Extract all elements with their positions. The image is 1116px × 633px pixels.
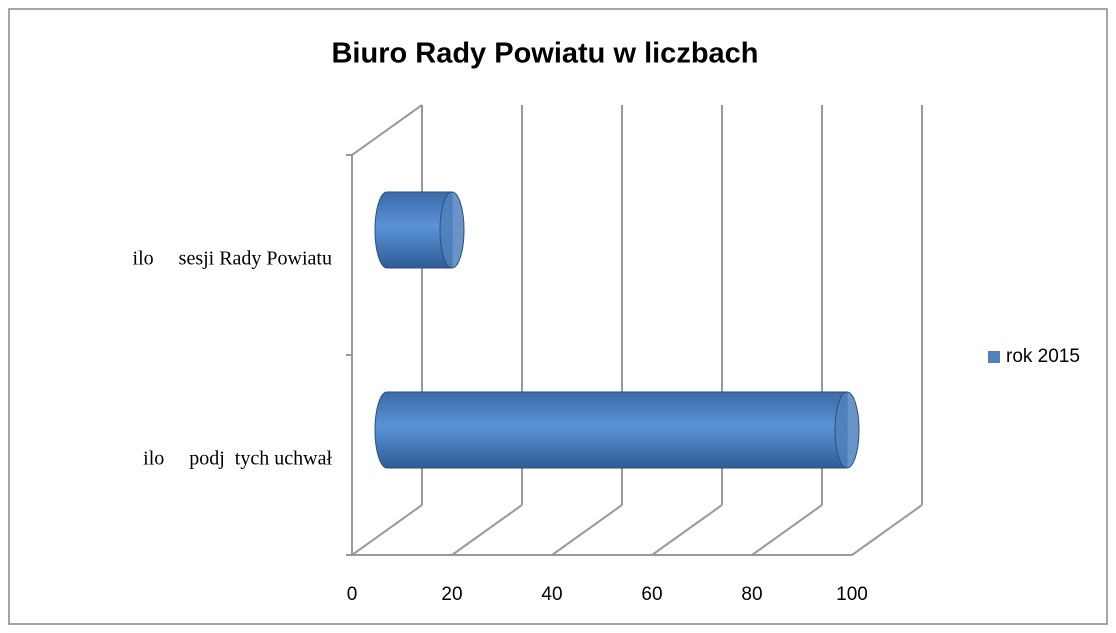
bar	[374, 391, 848, 469]
x-tick-label: 60	[641, 584, 662, 605]
bar	[374, 191, 453, 269]
x-tick-label: 20	[441, 584, 462, 605]
grid-line	[351, 504, 423, 556]
grid-line	[551, 504, 623, 556]
x-tick-label: 80	[741, 584, 762, 605]
legend-label: rok 2015	[1006, 346, 1080, 367]
y-tick-label: ilo sesji Rady Powiatu	[133, 248, 332, 270]
y-tick-label: ilo podj tych uchwał	[143, 448, 332, 470]
bar-cap	[439, 191, 465, 269]
grid-line	[851, 504, 923, 556]
grid-line	[751, 504, 823, 556]
bar-cap	[834, 391, 860, 469]
grid-line	[451, 504, 523, 556]
grid-line	[651, 504, 723, 556]
x-tick-label: 100	[836, 584, 868, 605]
x-tick-label: 40	[541, 584, 562, 605]
chart-frame	[8, 8, 1108, 625]
chart-title: Biuro Rady Powiatu w liczbach	[331, 38, 758, 70]
x-tick-label: 0	[347, 584, 358, 605]
left-wall-top	[351, 104, 423, 156]
legend-swatch	[988, 351, 1000, 363]
